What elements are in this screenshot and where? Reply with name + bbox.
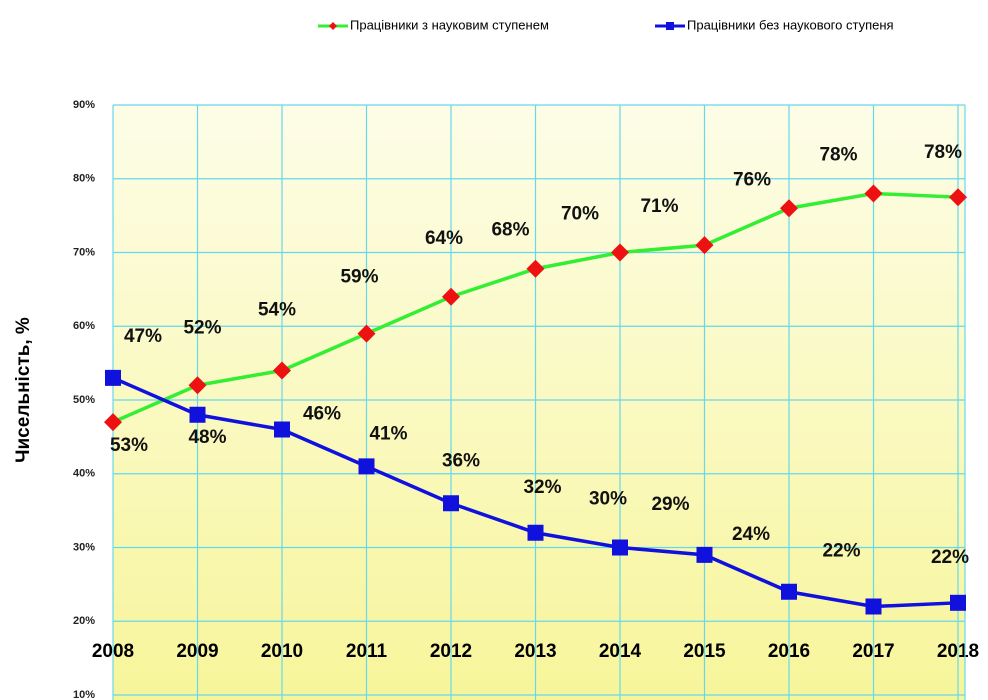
data-label: 36% bbox=[442, 450, 480, 471]
marker bbox=[442, 287, 460, 306]
data-label: 52% bbox=[183, 317, 221, 338]
x-tick-label: 2015 bbox=[683, 641, 726, 662]
marker bbox=[105, 369, 121, 386]
marker bbox=[104, 413, 122, 432]
x-tick-label: 2018 bbox=[937, 641, 979, 662]
x-tick-label: 2016 bbox=[768, 641, 810, 662]
marker bbox=[611, 243, 629, 262]
y-tick-label: 30% bbox=[73, 541, 95, 553]
y-tick-label: 40% bbox=[73, 468, 95, 480]
marker bbox=[612, 539, 628, 556]
data-label: 54% bbox=[258, 300, 296, 321]
marker bbox=[949, 188, 967, 207]
legend-label: Працівники без наукового ступеня bbox=[687, 17, 894, 32]
legend-marker bbox=[329, 22, 337, 30]
data-label: 29% bbox=[651, 494, 689, 515]
marker bbox=[443, 495, 459, 512]
y-tick-label: 90% bbox=[73, 99, 95, 111]
x-tick-label: 2014 bbox=[599, 641, 642, 662]
marker bbox=[526, 259, 545, 278]
marker bbox=[273, 361, 291, 380]
marker bbox=[950, 594, 966, 611]
marker bbox=[527, 524, 544, 541]
data-label: 78% bbox=[924, 142, 962, 163]
data-label: 68% bbox=[491, 220, 529, 241]
legend-label: Працівники з науковим ступенем bbox=[350, 17, 549, 32]
y-tick-label: 70% bbox=[73, 246, 95, 258]
x-tick-label: 2012 bbox=[430, 641, 472, 662]
data-label: 30% bbox=[589, 489, 627, 510]
y-axis-label: Чисельність, % bbox=[13, 317, 34, 463]
x-tick-label: 2010 bbox=[261, 641, 303, 662]
y-tick-label: 50% bbox=[73, 394, 95, 406]
legend-marker bbox=[666, 22, 674, 30]
data-label: 41% bbox=[369, 423, 407, 444]
marker bbox=[695, 236, 714, 255]
y-tick-label: 60% bbox=[73, 320, 95, 332]
x-tick-label: 2017 bbox=[852, 641, 894, 662]
x-tick-label: 2011 bbox=[346, 641, 388, 662]
data-label: 64% bbox=[425, 228, 463, 249]
data-label: 70% bbox=[561, 204, 599, 225]
data-label: 76% bbox=[733, 169, 771, 190]
y-tick-label: 20% bbox=[73, 615, 95, 627]
marker bbox=[189, 406, 206, 423]
y-tick-label: 10% bbox=[73, 689, 95, 700]
marker bbox=[864, 184, 883, 203]
data-label: 46% bbox=[303, 404, 341, 425]
data-label: 47% bbox=[124, 326, 162, 347]
data-label: 78% bbox=[819, 145, 857, 166]
marker bbox=[780, 199, 798, 218]
data-label: 24% bbox=[732, 524, 770, 545]
marker bbox=[865, 598, 882, 615]
x-tick-label: 2008 bbox=[92, 641, 134, 662]
data-label: 22% bbox=[931, 547, 969, 568]
data-label: 71% bbox=[640, 196, 678, 217]
marker bbox=[781, 583, 797, 600]
x-tick-label: 2009 bbox=[176, 641, 218, 662]
marker bbox=[357, 324, 376, 343]
x-tick-label: 2013 bbox=[514, 641, 556, 662]
marker bbox=[274, 421, 290, 438]
marker bbox=[188, 376, 207, 395]
plot-area bbox=[113, 105, 965, 700]
data-label: 59% bbox=[340, 267, 378, 288]
data-label: 32% bbox=[523, 477, 561, 498]
marker bbox=[358, 458, 375, 475]
data-label: 48% bbox=[188, 427, 226, 448]
marker bbox=[696, 546, 713, 563]
data-label: 53% bbox=[110, 435, 148, 456]
data-label: 22% bbox=[822, 541, 860, 562]
y-tick-label: 80% bbox=[73, 173, 95, 185]
